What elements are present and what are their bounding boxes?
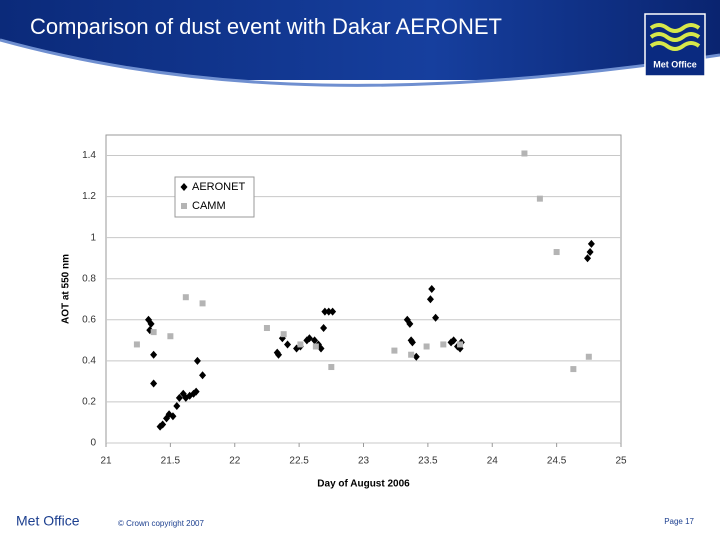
square-point xyxy=(199,300,206,307)
x-tick-label: 23.5 xyxy=(418,456,438,467)
y-tick-label: 0.2 xyxy=(82,397,96,408)
diamond-point xyxy=(159,420,167,429)
x-tick-label: 23 xyxy=(358,456,370,467)
diamond-point xyxy=(193,356,201,365)
diamond-point xyxy=(317,344,325,353)
diamond-point xyxy=(284,340,292,349)
diamond-point xyxy=(450,336,458,345)
legend-marker xyxy=(180,183,188,191)
square-point xyxy=(297,341,304,348)
diamond-point xyxy=(175,393,183,402)
x-tick-label: 25 xyxy=(615,456,627,467)
y-tick-label: 1.2 xyxy=(82,191,96,202)
diamond-point xyxy=(426,295,434,304)
square-point xyxy=(440,341,447,348)
slide-title: Comparison of dust event with Dakar AERO… xyxy=(30,14,502,39)
square-point xyxy=(182,294,189,301)
diamond-point xyxy=(325,307,333,316)
chart: 0 0.2 0.4 0.6 0.8 1 1.2 1.4 21 21.5 22 22.5 23 23.5 24… xyxy=(61,150,627,489)
legend-marker xyxy=(181,203,187,209)
square-point xyxy=(521,150,528,157)
diamond-point xyxy=(432,313,440,322)
diamond-point xyxy=(192,387,200,396)
diamond-point xyxy=(147,319,155,328)
diamond-point xyxy=(199,371,207,380)
legend-label: AERONET xyxy=(192,181,245,193)
y-axis-label: AOT at 550 nm xyxy=(61,254,72,324)
square-point xyxy=(391,347,398,354)
square-point xyxy=(167,333,174,340)
square-point xyxy=(553,249,560,256)
x-tick-label: 22 xyxy=(229,456,241,467)
x-tick-label: 21.5 xyxy=(161,456,181,467)
diamond-point xyxy=(329,307,337,316)
footer-copyright: © Crown copyright 2007 xyxy=(118,519,204,528)
square-point xyxy=(423,343,430,350)
y-tick-label: 0.6 xyxy=(82,314,96,325)
y-tick-label: 0.8 xyxy=(82,273,96,284)
footer-brand: Met Office xyxy=(16,513,80,529)
y-tick-label: 0.4 xyxy=(82,356,96,367)
diamond-point xyxy=(173,402,181,411)
diamond-point xyxy=(150,350,158,359)
x-tick-label: 21 xyxy=(100,456,112,467)
diamond-point xyxy=(311,336,319,345)
square-point xyxy=(585,353,592,360)
header-swoosh-edge xyxy=(0,38,720,87)
y-tick-label: 1 xyxy=(90,232,96,243)
diamond-point xyxy=(150,379,158,388)
x-tick-label: 24.5 xyxy=(547,456,567,467)
logo-waves xyxy=(649,23,701,51)
square-point xyxy=(263,325,270,332)
diamond-point xyxy=(169,412,177,421)
square-point xyxy=(408,351,415,358)
logo: Met Office xyxy=(644,13,706,77)
square-point xyxy=(328,364,335,371)
diamond-point xyxy=(586,248,594,257)
diamond-point xyxy=(320,324,328,333)
y-tick-label: 1.4 xyxy=(82,150,96,161)
diamond-point xyxy=(273,348,281,357)
diamond-point xyxy=(587,239,595,248)
diamond-point xyxy=(428,285,436,293)
x-tick-label: 24 xyxy=(487,456,499,467)
footer-page: Page 17 xyxy=(664,517,694,526)
square-point xyxy=(570,366,577,373)
square-point xyxy=(457,341,464,348)
square-point xyxy=(280,331,287,338)
diamond-point xyxy=(406,319,414,328)
legend-box xyxy=(174,176,255,218)
x-tick-label: 22.5 xyxy=(289,456,309,467)
x-axis-label: Day of August 2006 xyxy=(317,479,410,490)
header-swoosh xyxy=(0,40,720,120)
square-point xyxy=(312,343,319,350)
square-point xyxy=(150,329,157,336)
diamond-point xyxy=(408,338,416,347)
diamond-point xyxy=(412,352,420,361)
logo-text: Met Office xyxy=(653,59,697,69)
y-tick-label: 0 xyxy=(90,438,96,449)
legend-label: CAMM xyxy=(192,200,226,212)
diamond-point xyxy=(584,254,592,263)
square-point xyxy=(536,195,543,202)
square-point xyxy=(133,341,140,348)
diamond-point xyxy=(321,307,329,316)
